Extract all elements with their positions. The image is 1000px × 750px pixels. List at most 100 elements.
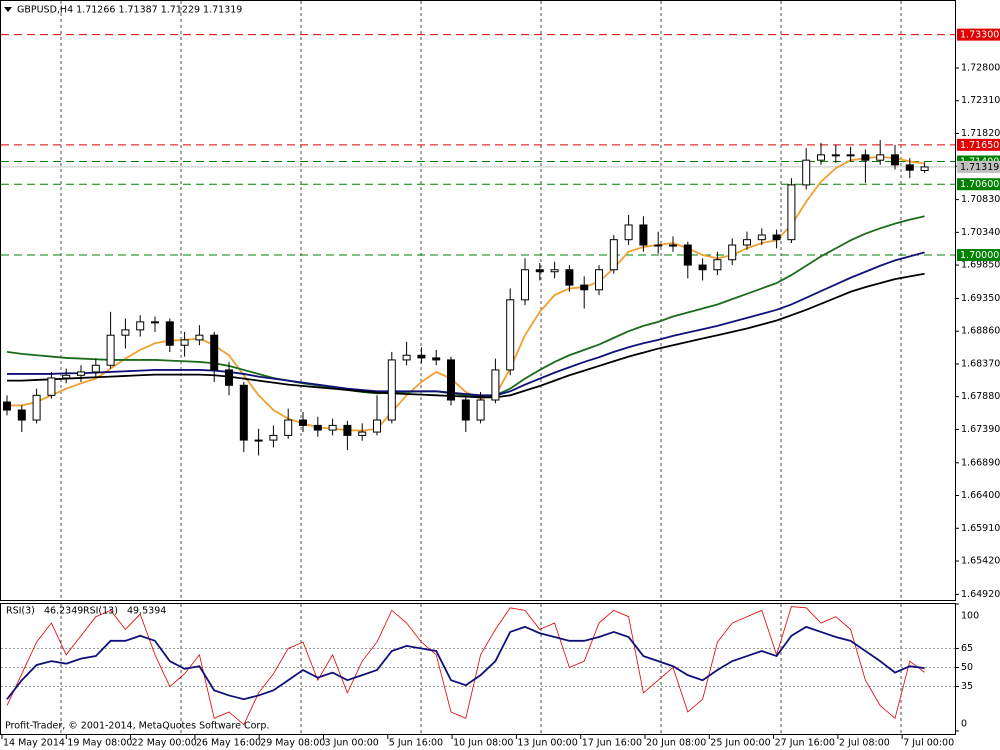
moving-average — [7, 251, 925, 397]
candle-body — [62, 374, 71, 379]
candle-body — [313, 424, 322, 431]
level-label-box — [957, 138, 1000, 151]
level-label: 1.70600 — [960, 179, 999, 190]
x-tick-label: 26 May 16:00 — [196, 738, 261, 749]
rsi-panel — [0, 603, 956, 735]
candle-body — [491, 369, 500, 401]
level-label-box — [957, 160, 1000, 173]
candle-body — [595, 269, 603, 291]
y-tick-label: 1.68860 — [961, 326, 1000, 337]
y-tick-label: 1.65420 — [961, 555, 1000, 566]
x-tick-label: 29 May 08:00 — [260, 738, 325, 749]
candle-body — [905, 164, 914, 171]
y-tick-label: 1.66400 — [961, 490, 1000, 501]
y-tick-label: 65 — [961, 643, 973, 654]
candle-body — [743, 239, 751, 246]
x-tick-label: 10 Jun 08:00 — [453, 738, 513, 749]
chart-title: GBPUSD,H4 1.71266 1.71387 1.71229 1.7131… — [17, 5, 242, 16]
x-tick-label: 20 Jun 08:00 — [646, 738, 706, 749]
level-label: 1.71319 — [960, 162, 999, 173]
x-tick-label: 22 May 00:00 — [132, 738, 197, 749]
y-tick-label: 1.67390 — [961, 424, 1000, 435]
candle-body — [151, 321, 159, 324]
candle-body — [757, 234, 766, 241]
y-tick-label: 0 — [961, 719, 967, 730]
x-tick-label: 13 Jun 00:00 — [517, 738, 577, 749]
candle-body — [195, 334, 204, 341]
candle-body — [476, 399, 485, 421]
candle-body — [802, 159, 811, 186]
x-tick-label: 17 Jun 16:00 — [582, 738, 642, 749]
rsi-legend-value: 46.2349 — [44, 606, 83, 617]
rsi-line — [6, 625, 925, 701]
candle-body — [669, 244, 677, 247]
y-tick-label: 1.66890 — [961, 457, 1000, 468]
candle-body — [713, 259, 722, 271]
level-label-box — [957, 178, 1000, 191]
y-tick-label: 1.72800 — [961, 63, 1000, 74]
candle-body — [343, 424, 352, 436]
y-tick-label: 1.71820 — [961, 128, 1000, 139]
moving-average — [7, 155, 925, 432]
level-label: 1.71650 — [960, 140, 999, 151]
candle-body — [876, 154, 885, 161]
y-tick-label: 1.67880 — [961, 391, 1000, 402]
rsi-line — [6, 606, 925, 726]
candle-body — [861, 154, 870, 161]
candle-body — [772, 234, 781, 241]
candle-body — [387, 359, 396, 421]
candle-body — [225, 369, 233, 386]
x-tick-label: 14 May 2014 — [3, 738, 65, 749]
candle-body — [609, 239, 618, 271]
candle-body — [461, 399, 470, 421]
candle-body — [77, 371, 85, 376]
candle-body — [47, 377, 56, 396]
candle-body — [447, 359, 455, 401]
y-tick-label: 1.69350 — [961, 293, 1000, 304]
rsi-legend-name: RSI(13) — [83, 606, 118, 617]
price-panel — [0, 0, 956, 601]
candle-body — [639, 224, 648, 246]
level-label-box — [957, 249, 1000, 262]
x-tick-label: 3 Jun 00:00 — [325, 738, 379, 749]
copyright: Profit-Trader, © 2001-2014, MetaQuotes S… — [5, 721, 269, 732]
candle-body — [787, 184, 796, 241]
candle-body — [180, 339, 189, 346]
y-tick-label: 35 — [961, 681, 973, 692]
y-tick-label: 1.64920 — [961, 589, 1000, 600]
x-tick-label: 2 Jul 08:00 — [839, 738, 890, 749]
candle-body — [284, 419, 293, 436]
candle-body — [817, 154, 825, 161]
candle-body — [920, 166, 929, 171]
candle-body — [417, 354, 426, 359]
candle-body — [106, 334, 115, 366]
candle-body — [254, 439, 263, 442]
candle-body — [239, 384, 248, 441]
candle-body — [91, 364, 100, 373]
level-label: 1.73300 — [960, 30, 999, 41]
level-label-box — [957, 28, 1000, 41]
y-tick-label: 50 — [961, 662, 973, 673]
candle-body — [165, 321, 174, 346]
candle-body — [17, 409, 26, 421]
candle-body — [521, 269, 529, 301]
candle-body — [432, 357, 441, 361]
candle-body — [121, 329, 130, 336]
candle-body — [550, 269, 559, 273]
candle-body — [580, 284, 589, 291]
candle-body — [683, 244, 692, 266]
candle-body — [565, 269, 574, 286]
y-tick-label: 1.68370 — [961, 358, 1000, 369]
candle-body — [535, 269, 544, 273]
x-tick-label: 7 Jul 00:00 — [903, 738, 954, 749]
candle-body — [373, 419, 381, 433]
y-tick-label: 1.65910 — [961, 523, 1000, 534]
y-tick-label: 1.70830 — [961, 194, 1000, 205]
candle-body — [358, 431, 367, 436]
x-tick-label: 5 Jun 16:00 — [389, 738, 443, 749]
candle-body — [831, 154, 840, 157]
candle-body — [210, 334, 219, 371]
candle-body — [506, 299, 515, 371]
